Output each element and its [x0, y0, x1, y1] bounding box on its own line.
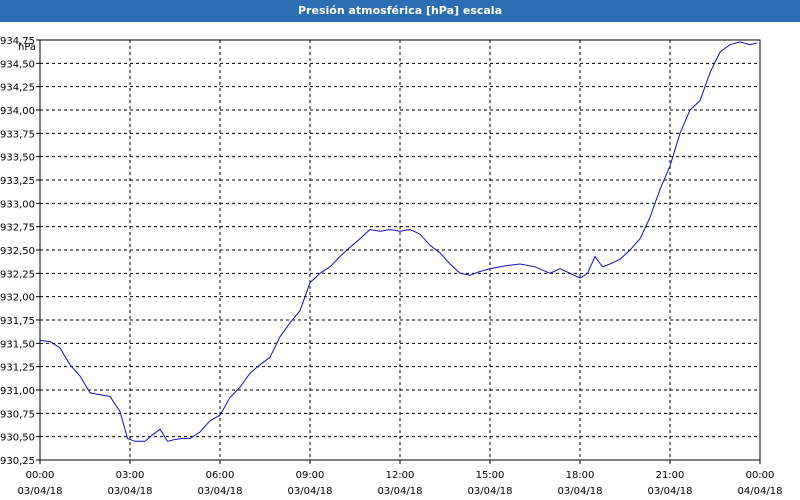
x-tick-date: 03/04/18 [198, 486, 243, 497]
x-tick-date: 03/04/18 [558, 486, 603, 497]
y-tick-label: 932,00 [0, 293, 35, 304]
y-tick-label: 934,75 [0, 36, 35, 47]
y-axis-unit: hPa [18, 42, 36, 53]
y-tick-label: 932,75 [0, 223, 35, 234]
y-tick-labels: 934,75 934,50 934,25 934,00 933,75 933,50 933,… [0, 36, 40, 467]
x-tick-date: 04/04/18 [738, 486, 783, 497]
x-tick-date: 03/04/18 [108, 486, 153, 497]
y-tick-label: 933,75 [0, 129, 35, 140]
y-tick-label: 930,75 [0, 409, 35, 420]
y-tick-label: 932,50 [0, 246, 35, 257]
y-tick-label: 934,25 [0, 83, 35, 94]
y-tick-label: 934,00 [0, 106, 35, 117]
y-tick-label: 931,25 [0, 363, 35, 374]
x-tick-time: 00:00 [746, 470, 775, 481]
x-tick-date: 03/04/18 [468, 486, 513, 497]
y-tick-label: 933,25 [0, 176, 35, 187]
y-tick-label: 933,50 [0, 153, 35, 164]
y-tick-label: 934,50 [0, 59, 35, 70]
x-tick-date: 03/04/18 [288, 486, 333, 497]
y-tick-label: 931,75 [0, 316, 35, 327]
y-tick-label: 933,00 [0, 199, 35, 210]
x-tick-date: 03/04/18 [378, 486, 423, 497]
x-tick-time: 12:00 [386, 470, 415, 481]
x-tick-date: 03/04/18 [648, 486, 693, 497]
x-tick-labels: 00:00 03/04/18 03:00 03/04/18 06:00 03/04/18 0… [18, 460, 783, 497]
grid [40, 40, 760, 460]
pressure-line [39, 41, 758, 442]
y-tick-label: 931,00 [0, 386, 35, 397]
x-tick-time: 09:00 [296, 470, 325, 481]
y-tick-label: 930,50 [0, 433, 35, 444]
y-tick-label: 930,25 [0, 456, 35, 467]
chart-title: Presión atmosférica [hPa] escala [0, 0, 800, 22]
x-tick-time: 06:00 [206, 470, 235, 481]
x-tick-time: 00:00 [26, 470, 55, 481]
x-tick-time: 18:00 [566, 470, 595, 481]
x-tick-time: 03:00 [116, 470, 145, 481]
x-tick-date: 03/04/18 [18, 486, 63, 497]
x-tick-time: 15:00 [476, 470, 505, 481]
x-tick-time: 21:00 [656, 470, 685, 481]
y-tick-label: 931,50 [0, 339, 35, 350]
y-tick-label: 932,25 [0, 269, 35, 280]
